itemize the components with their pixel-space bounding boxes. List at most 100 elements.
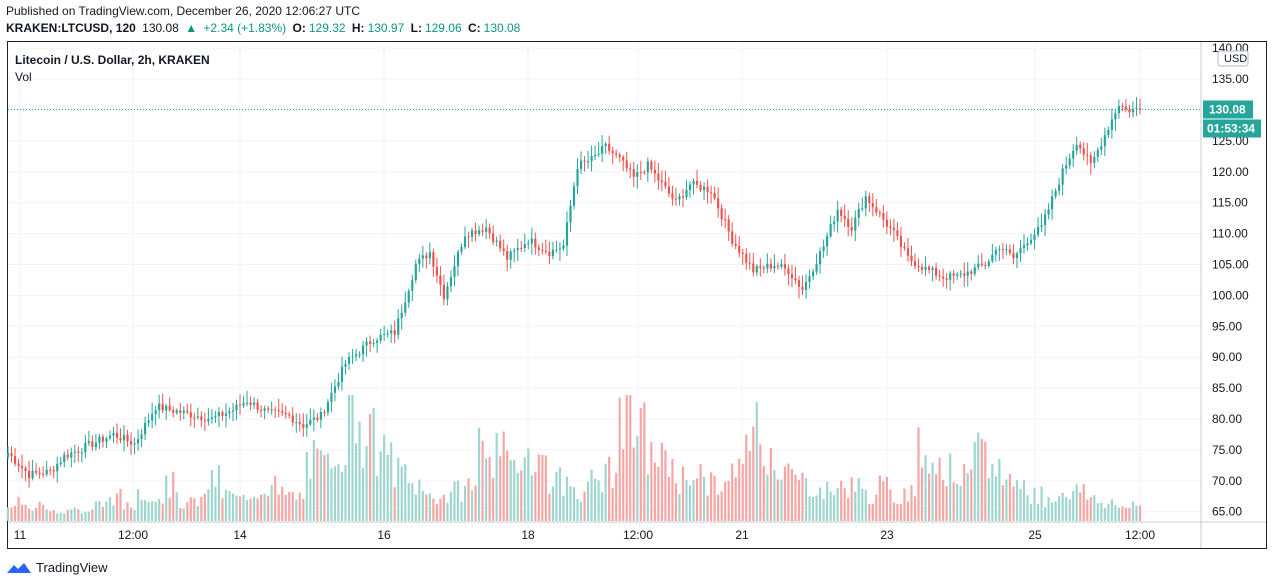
- candle-body[interactable]: [650, 161, 653, 170]
- candle-body[interactable]: [372, 342, 375, 344]
- candle-body[interactable]: [161, 403, 164, 411]
- candle-body[interactable]: [210, 417, 213, 420]
- candle-body[interactable]: [565, 222, 569, 246]
- candle-body[interactable]: [66, 454, 69, 458]
- candle-body[interactable]: [734, 243, 737, 246]
- candle-body[interactable]: [295, 422, 298, 424]
- candle-body[interactable]: [815, 264, 818, 272]
- candle-body[interactable]: [1051, 196, 1054, 210]
- candle-body[interactable]: [365, 341, 368, 346]
- candle-body[interactable]: [544, 250, 547, 252]
- candle-body[interactable]: [502, 248, 505, 252]
- candle-body[interactable]: [1100, 146, 1103, 150]
- candle-body[interactable]: [1135, 108, 1138, 110]
- candle-body[interactable]: [903, 246, 906, 249]
- candle-body[interactable]: [319, 411, 322, 420]
- candle-body[interactable]: [836, 209, 839, 222]
- candle-body[interactable]: [639, 172, 642, 174]
- candle-body[interactable]: [569, 205, 572, 223]
- candle-body[interactable]: [238, 404, 242, 406]
- candle-body[interactable]: [274, 409, 277, 411]
- candle-body[interactable]: [822, 246, 825, 252]
- candle-body[interactable]: [207, 419, 210, 422]
- candle-body[interactable]: [73, 451, 76, 453]
- candle-body[interactable]: [534, 238, 537, 248]
- candle-body[interactable]: [77, 451, 80, 453]
- symbol-label[interactable]: KRAKEN:LTCUSD, 120: [6, 21, 136, 35]
- candle-body[interactable]: [270, 409, 273, 411]
- candle-body[interactable]: [1110, 119, 1113, 130]
- candle-body[interactable]: [1124, 106, 1128, 110]
- candle-body[interactable]: [383, 333, 386, 335]
- candle-body[interactable]: [35, 470, 38, 473]
- candle-body[interactable]: [354, 354, 358, 357]
- candle-body[interactable]: [632, 169, 635, 177]
- candle-body[interactable]: [144, 422, 147, 435]
- candle-body[interactable]: [794, 278, 797, 281]
- candle-body[interactable]: [147, 420, 150, 423]
- candle-body[interactable]: [418, 258, 421, 265]
- candle-body[interactable]: [126, 434, 129, 442]
- candle-body[interactable]: [618, 154, 621, 157]
- candle-body[interactable]: [1096, 149, 1099, 157]
- candle-body[interactable]: [495, 240, 498, 242]
- candle-body[interactable]: [196, 416, 199, 418]
- candle-body[interactable]: [1001, 249, 1004, 251]
- candle-body[interactable]: [249, 402, 252, 405]
- candle-body[interactable]: [899, 235, 903, 247]
- candle-body[interactable]: [333, 386, 337, 393]
- candle-body[interactable]: [136, 439, 140, 444]
- candle-body[interactable]: [105, 438, 108, 442]
- candle-body[interactable]: [952, 273, 955, 276]
- candle-body[interactable]: [924, 266, 927, 270]
- candle-body[interactable]: [629, 168, 632, 170]
- candle-body[interactable]: [938, 275, 941, 277]
- candle-body[interactable]: [688, 184, 692, 190]
- candle-body[interactable]: [369, 341, 372, 344]
- candle-body[interactable]: [400, 312, 403, 319]
- candle-body[interactable]: [861, 208, 864, 210]
- candle-body[interactable]: [984, 265, 987, 267]
- candle-body[interactable]: [597, 153, 600, 155]
- candle-body[interactable]: [833, 221, 836, 224]
- candle-body[interactable]: [407, 290, 410, 303]
- candle-body[interactable]: [165, 405, 168, 411]
- candle-body[interactable]: [1033, 234, 1036, 240]
- candle-body[interactable]: [731, 231, 734, 244]
- candle-body[interactable]: [481, 230, 484, 232]
- candle-body[interactable]: [674, 198, 678, 200]
- candle-body[interactable]: [488, 227, 491, 234]
- candle-body[interactable]: [1128, 109, 1131, 113]
- candle-body[interactable]: [854, 217, 857, 231]
- candle-body[interactable]: [386, 333, 389, 335]
- candle-body[interactable]: [868, 196, 871, 204]
- candle-body[interactable]: [755, 266, 758, 273]
- candle-body[interactable]: [119, 437, 122, 441]
- candle-body[interactable]: [312, 417, 315, 420]
- candle-body[interactable]: [260, 409, 263, 411]
- candle-body[interactable]: [847, 219, 850, 227]
- candle-body[interactable]: [477, 230, 481, 235]
- candle-body[interactable]: [699, 184, 702, 191]
- candle-body[interactable]: [562, 245, 565, 249]
- candle-body[interactable]: [421, 255, 424, 259]
- candle-body[interactable]: [84, 443, 87, 453]
- candle-body[interactable]: [913, 261, 917, 267]
- candle-body[interactable]: [713, 192, 716, 199]
- candle-body[interactable]: [56, 463, 59, 472]
- candle-body[interactable]: [91, 441, 94, 448]
- candle-body[interactable]: [572, 186, 576, 206]
- candle-body[interactable]: [692, 180, 695, 185]
- candle-body[interactable]: [263, 408, 266, 411]
- candle-body[interactable]: [920, 267, 924, 270]
- candle-body[interactable]: [752, 263, 755, 273]
- candle-body[interactable]: [896, 230, 899, 236]
- candle-body[interactable]: [991, 254, 994, 262]
- candle-body[interactable]: [98, 436, 101, 443]
- candle-body[interactable]: [414, 264, 417, 280]
- candle-body[interactable]: [780, 264, 783, 267]
- candle-body[interactable]: [727, 219, 730, 232]
- candle-body[interactable]: [1065, 165, 1068, 169]
- candle-body[interactable]: [643, 172, 646, 174]
